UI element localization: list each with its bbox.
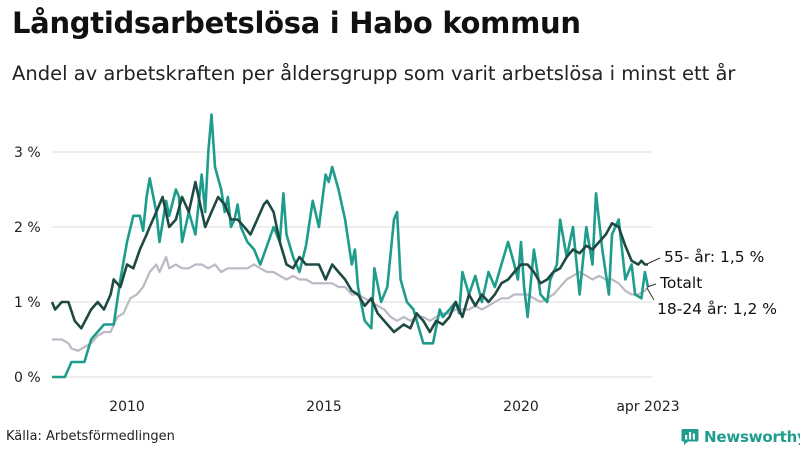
brand-name: Newsworthy xyxy=(704,428,800,446)
leader-line-18-24 xyxy=(646,287,655,301)
y-tick-label-3: 3 % xyxy=(14,145,41,161)
x-tick-label-2015: 2015 xyxy=(306,399,342,415)
chart-title: Långtidsarbetslösa i Habo kommun xyxy=(12,6,581,40)
series-line-total xyxy=(52,255,649,352)
y-tick-label-2: 2 % xyxy=(14,220,41,236)
brand-logo: Newsworthy xyxy=(681,428,800,446)
x-axis: 2010 2015 2020 apr 2023 xyxy=(109,399,679,415)
x-tick-label-end: apr 2023 xyxy=(616,399,679,415)
y-axis: 0 % 1 % 2 % 3 % xyxy=(14,145,41,386)
y-tick-label-1: 1 % xyxy=(14,295,41,311)
end-label-total: Totalt xyxy=(659,274,702,292)
leader-line-55-plus xyxy=(646,257,661,265)
end-labels: 55- år: 1,5 % Totalt 18-24 år: 1,2 % xyxy=(646,248,777,318)
line-chart: 0 % 1 % 2 % 3 % 2010 2015 2020 apr 2023 … xyxy=(14,113,777,415)
series-line-55-plus xyxy=(50,180,648,334)
x-tick-label-2010: 2010 xyxy=(109,399,145,415)
chart-subtitle: Andel av arbetskraften per åldersgrupp s… xyxy=(12,62,736,85)
y-tick-label-0: 0 % xyxy=(14,370,41,386)
series-lines xyxy=(50,113,650,379)
bar-chart-icon xyxy=(681,429,699,445)
gridlines xyxy=(52,151,652,378)
end-label-18-24: 18-24 år: 1,2 % xyxy=(657,300,777,318)
series-line-18-24 xyxy=(52,113,650,379)
x-tick-label-2020: 2020 xyxy=(503,399,539,415)
leader-line-total xyxy=(646,283,657,288)
source-note: Källa: Arbetsförmedlingen xyxy=(6,429,175,444)
end-label-55-plus: 55- år: 1,5 % xyxy=(664,248,764,266)
